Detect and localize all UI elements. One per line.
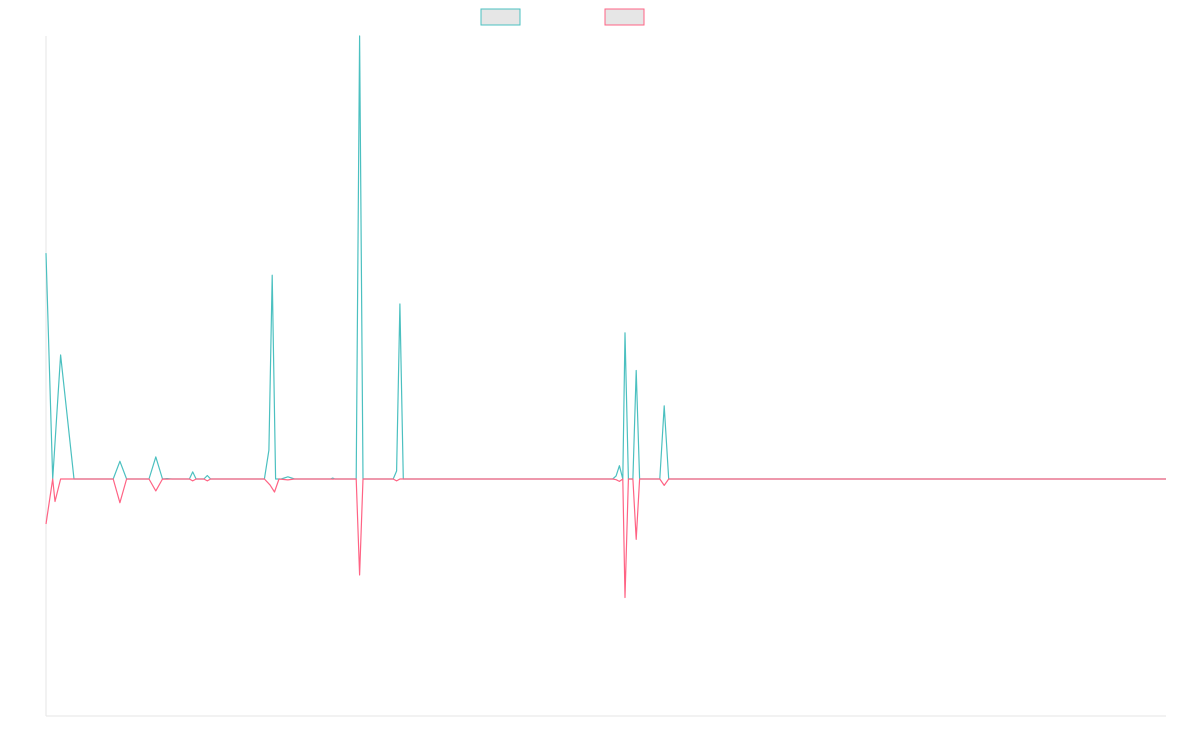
legend-swatch-1[interactable] [604, 8, 645, 26]
series-line-1 [45, 478, 1166, 599]
legend [480, 8, 645, 26]
legend-swatch-0[interactable] [480, 8, 521, 26]
series-layer [45, 35, 1166, 599]
axes [45, 36, 1166, 717]
series-line-0 [45, 35, 1166, 480]
